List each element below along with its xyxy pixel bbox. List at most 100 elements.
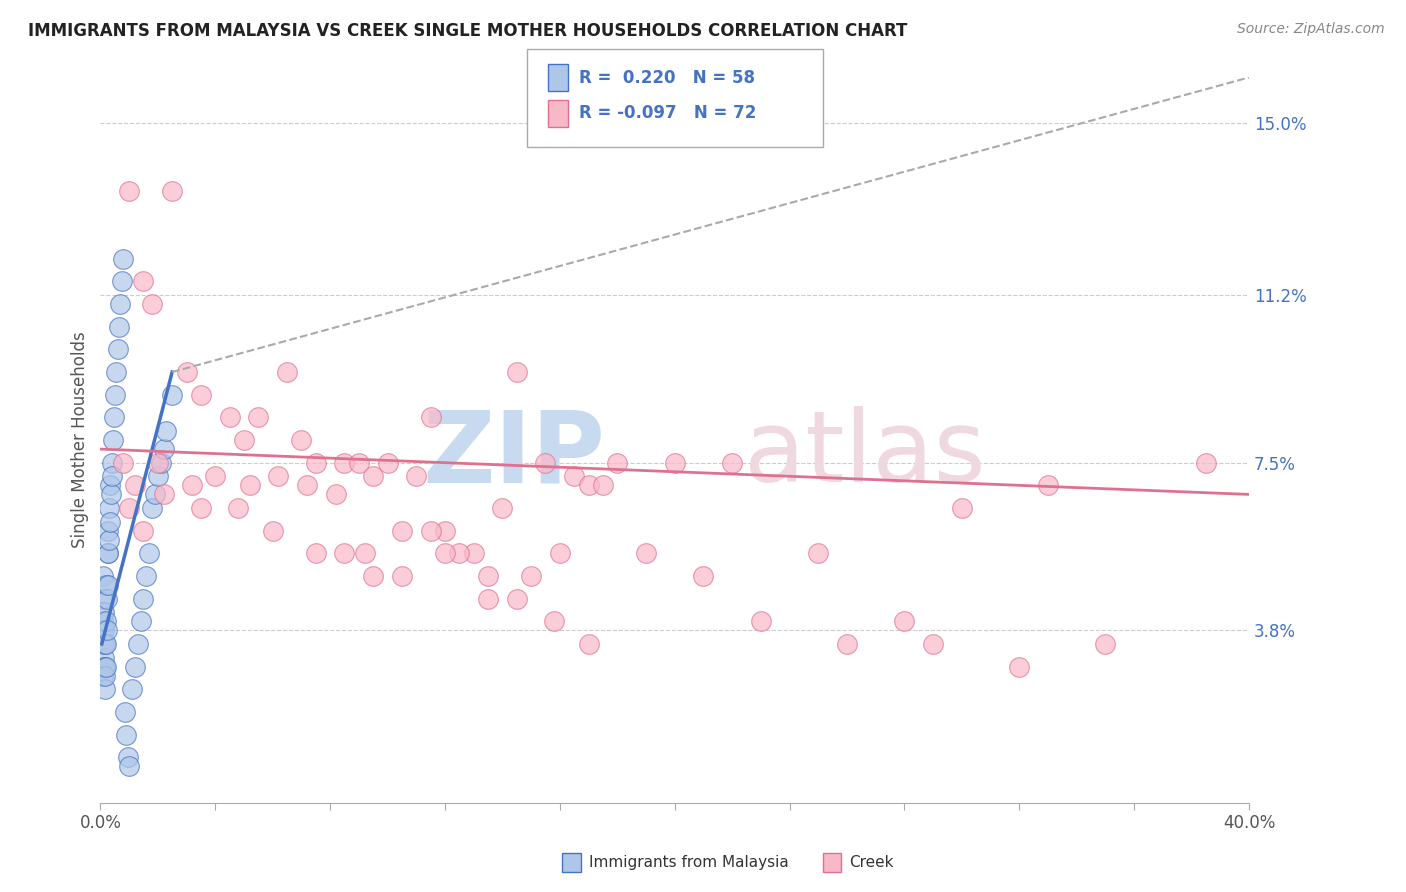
Point [419,410,441,425]
Point [108,319,131,334]
Point [578,478,600,492]
Point [93,637,115,651]
Point [129,615,152,629]
Text: ZIP: ZIP [423,406,606,503]
Point [96,578,118,592]
Point [143,487,166,501]
Point [112,456,135,470]
Point [190,501,212,516]
Point [578,637,600,651]
Point [118,184,141,198]
Point [91,569,114,583]
Point [100,487,122,501]
Point [132,524,155,538]
Point [226,501,249,516]
Point [1008,659,1031,673]
Point [361,469,384,483]
Point [93,624,115,638]
Point [98,501,121,516]
Text: R =  0.220   N = 58: R = 0.220 N = 58 [579,69,755,87]
Point [290,433,312,447]
Point [749,615,772,629]
Point [391,524,413,538]
Point [160,184,183,198]
Point [146,469,169,483]
Point [138,546,160,560]
Point [93,650,115,665]
Point [477,569,499,583]
Point [305,546,328,560]
Point [232,433,254,447]
Point [377,456,399,470]
Text: Immigrants from Malaysia: Immigrants from Malaysia [589,855,789,870]
Point [118,501,141,516]
Point [135,569,157,583]
Point [506,365,529,379]
Point [141,501,163,516]
Point [520,569,543,583]
Point [262,524,284,538]
Point [94,615,117,629]
Point [114,705,136,719]
Point [950,501,973,516]
Point [333,546,356,560]
Point [105,365,128,379]
Point [391,569,413,583]
Point [94,669,117,683]
Point [93,605,115,619]
Point [664,456,686,470]
Point [101,469,124,483]
Point [93,682,115,697]
Point [127,637,149,651]
Point [1094,637,1116,651]
Point [449,546,471,560]
Point [160,387,183,401]
Point [181,478,204,492]
Point [91,637,114,651]
Point [506,591,529,606]
Point [562,469,585,483]
Point [94,659,117,673]
Point [204,469,226,483]
Point [107,343,129,357]
Point [305,456,328,470]
Point [893,615,915,629]
Text: atlas: atlas [744,406,986,503]
Point [91,669,114,683]
Point [267,469,290,483]
Point [141,297,163,311]
Point [146,456,169,470]
Point [807,546,830,560]
Text: Source: ZipAtlas.com: Source: ZipAtlas.com [1237,22,1385,37]
Point [721,456,744,470]
Point [835,637,858,651]
Y-axis label: Single Mother Households: Single Mother Households [72,332,89,549]
Point [534,456,557,470]
Point [353,546,375,560]
Point [333,456,356,470]
Point [477,591,499,606]
Point [111,274,134,288]
Point [96,624,118,638]
Point [103,433,125,447]
Point [190,387,212,401]
Point [543,615,565,629]
Point [117,750,139,764]
Point [491,501,513,516]
Point [132,274,155,288]
Point [96,591,118,606]
Text: R = -0.097   N = 72: R = -0.097 N = 72 [579,104,756,122]
Point [634,546,657,560]
Point [692,569,714,583]
Point [152,442,174,456]
Point [325,487,347,501]
Point [149,456,172,470]
Point [606,456,628,470]
Point [112,252,135,266]
Point [1195,456,1218,470]
Point [94,637,117,651]
Point [347,456,370,470]
Point [100,478,122,492]
Point [121,682,143,697]
Point [247,410,270,425]
